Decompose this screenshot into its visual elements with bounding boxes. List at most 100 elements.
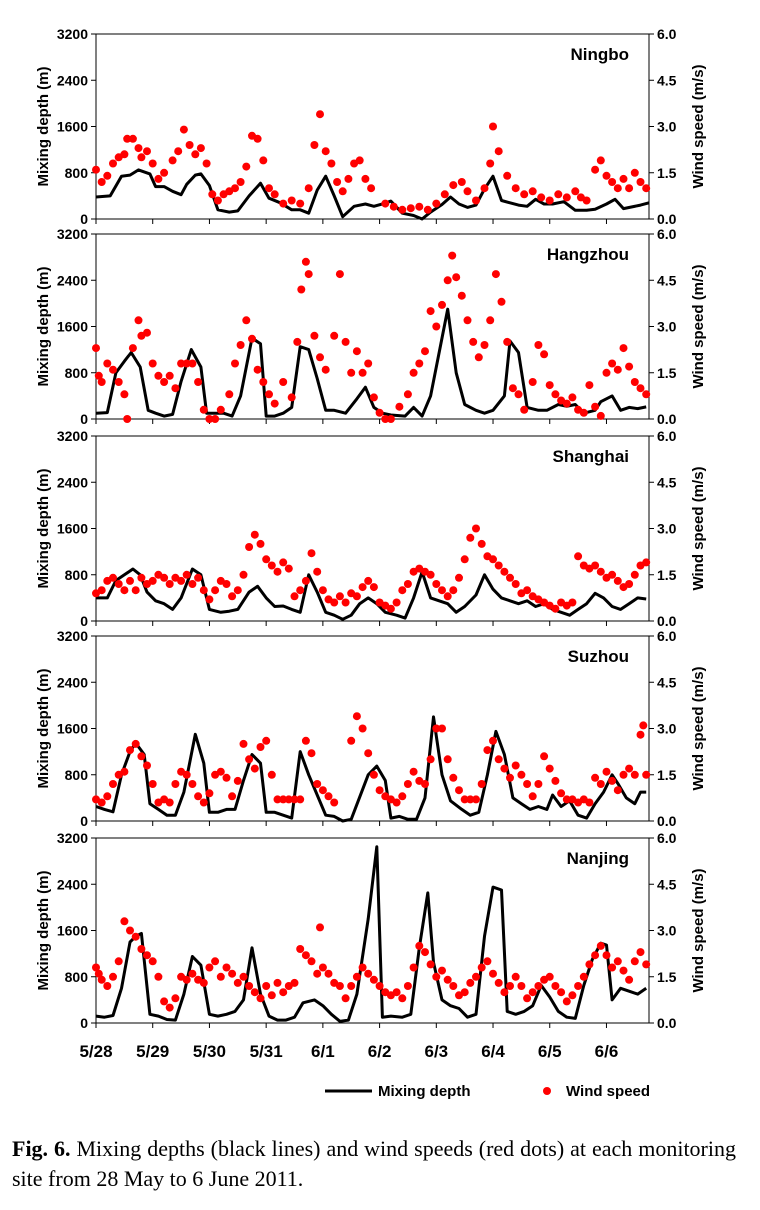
wind-speed-point [253,134,262,143]
wind-speed-point [128,344,137,353]
wind-speed-point [256,994,265,1003]
wind-speed-point [528,792,537,801]
wind-speed-point [301,257,310,266]
wind-speed-point [333,178,342,186]
wind-speed-point [165,371,174,380]
wind-speed-point [466,978,475,987]
wind-speed-point [596,156,605,165]
wind-speed-point [636,948,645,957]
wind-speed-point [457,178,466,186]
wind-speed-point [613,576,622,585]
left-tick-label: 1600 [57,923,88,939]
wind-speed-point [213,196,222,205]
wind-speed-point [310,331,319,340]
wind-speed-point [392,798,401,807]
wind-speed-point [455,573,463,582]
right-tick-label: 0.0 [657,211,677,227]
wind-speed-point [511,972,520,981]
wind-speed-point [250,764,259,773]
wind-speed-point [520,405,529,414]
wind-speed-point [460,555,469,564]
wind-speed-point [168,156,177,165]
wind-speed-point [568,991,577,1000]
wind-speed-point [511,580,520,588]
right-axis-title: Wind speed (m/s) [690,264,707,388]
wind-speed-point [426,960,435,969]
wind-speed-point [120,390,129,399]
wind-speed-point [316,923,324,932]
wind-speed-point [432,580,441,588]
figure-caption: Fig. 6. Mixing depths (black lines) and … [12,1134,736,1194]
wind-speed-point [199,586,208,595]
wind-speed-point [639,721,648,730]
wind-speed-point [199,405,208,414]
wind-speed-point [262,982,271,990]
wind-speed-point [438,966,446,975]
wind-speed-point [310,141,319,149]
wind-speed-point [449,181,458,190]
wind-speed-point [148,957,157,966]
wind-speed-point [608,776,617,785]
wind-speed-point [216,972,225,981]
wind-speed-point [562,997,571,1006]
wind-speed-point [279,199,288,208]
right-tick-label: 0.0 [657,813,677,829]
wind-speed-point [500,567,509,576]
x-tick-label: 6/4 [481,1042,505,1061]
left-tick-label: 1600 [57,319,88,335]
wind-speed-point [438,724,446,733]
wind-speed-point [94,969,103,978]
right-tick-label: 1.5 [657,767,677,783]
wind-speed-point [369,770,378,779]
wind-speed-point [211,415,220,423]
wind-speed-point [375,408,384,417]
wind-speed-point [182,770,191,779]
wind-speed-point [591,402,600,411]
wind-speed-point [520,190,529,199]
wind-speed-point [369,393,378,402]
wind-speed-point [534,341,543,349]
right-tick-label: 6.0 [657,226,677,242]
wind-speed-point [341,994,350,1003]
wind-speed-point [307,749,316,758]
wind-speed-point [369,583,378,592]
wind-speed-point [109,972,117,981]
wind-speed-point [250,988,259,997]
wind-speed-point [432,199,441,208]
wind-speed-point [375,786,384,795]
wind-speed-point [137,153,146,162]
wind-speed-point [403,580,412,588]
left-tick-label: 2400 [57,272,88,288]
wind-speed-point [211,957,220,966]
site-label: Hangzhou [547,245,629,264]
wind-speed-point [449,982,458,990]
right-tick-label: 1.5 [657,969,677,985]
wind-speed-point [109,573,117,582]
wind-speed-point [270,190,279,199]
wind-speed-point [250,530,259,539]
panel-suzhou: 0 800 1600 2400 3200 0.0 1.5 3.0 4.5 6.0 Mixing de… [35,628,707,829]
wind-speed-point [466,795,475,804]
wind-speed-point [225,390,234,399]
wind-speed-point [231,359,239,368]
wind-speed-point [205,963,214,972]
wind-speed-point [630,378,639,386]
wind-speed-point [194,792,203,801]
wind-speed-point [182,359,191,368]
left-tick-label: 3200 [57,428,88,444]
wind-speed-point [469,337,478,346]
wind-speed-point [103,359,112,368]
left-tick-label: 3200 [57,628,88,644]
wind-speed-point [486,159,495,168]
wind-speed-point [398,205,407,214]
left-tick-label: 0 [80,411,88,427]
left-tick-label: 0 [80,211,88,227]
wind-speed-point [409,368,418,377]
wind-speed-point [477,780,486,788]
wind-speed-point [432,724,441,733]
wind-speed-point [364,576,373,585]
wind-speed-point [233,776,242,785]
wind-speed-point [321,365,330,374]
wind-speed-point [231,184,239,193]
wind-speed-point [448,251,457,260]
